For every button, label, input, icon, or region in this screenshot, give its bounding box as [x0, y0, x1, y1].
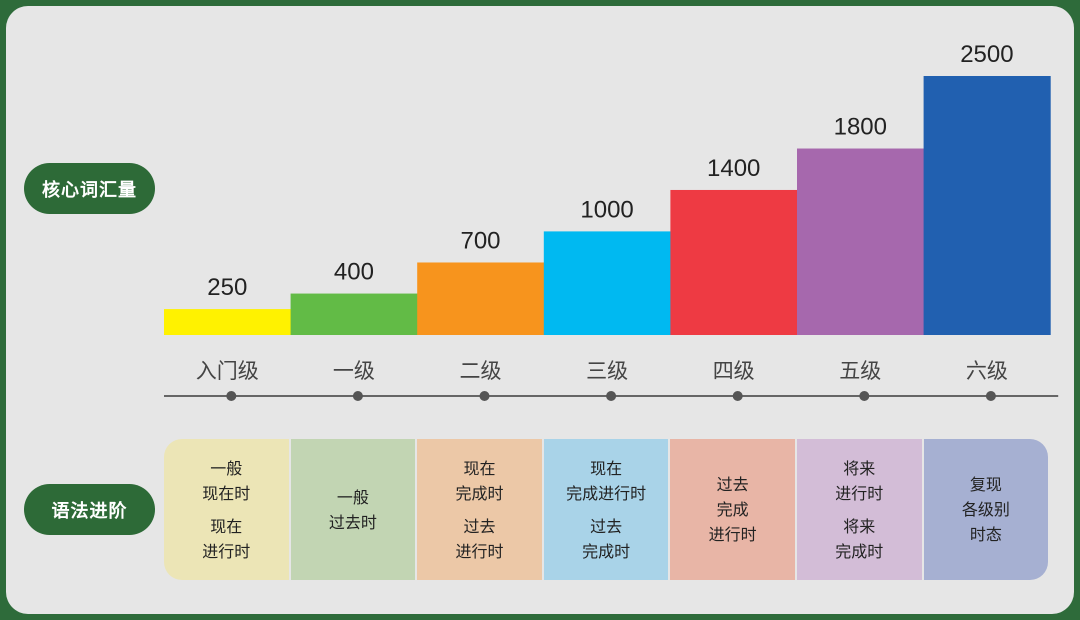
grammar-text: 现在时 — [202, 483, 251, 503]
category-label: 入门级 — [196, 359, 259, 383]
grammar-text: 过去 — [590, 516, 623, 536]
grammar-text: 将来 — [843, 516, 876, 536]
grammar-text: 进行时 — [708, 525, 757, 544]
timeline-dot — [985, 391, 996, 401]
grammar-group: 现在 进行时 — [202, 514, 250, 564]
grammar-cell: 过去 完成 进行时 — [670, 439, 795, 580]
bar-value-label: 700 — [460, 227, 500, 254]
bar-value-label: 250 — [207, 274, 247, 301]
grammar-cell: 复现 各级别 时态 — [923, 439, 1049, 580]
grammar-text: 时态 — [969, 525, 1002, 544]
bar — [543, 231, 671, 335]
timeline-dot — [226, 391, 237, 401]
timeline-dot — [732, 391, 743, 401]
grammar-text: 进行时 — [202, 541, 251, 561]
category-label: 三级 — [586, 359, 628, 383]
grammar-cell: 现在完成进行时过去完成时 — [543, 439, 669, 580]
vocab-bar-chart: 250 入门级 400 一级 700 二级 1000 三级 1400 四级 1800 五级 2500 六级 — [164, 41, 1059, 401]
bar — [417, 262, 545, 335]
grammar-text: 将来 — [843, 458, 876, 478]
grammar-text: 现在 — [210, 516, 243, 536]
grammar-text: 进行时 — [835, 483, 884, 503]
category-label: 五级 — [839, 359, 881, 383]
grammar-group: 一般 过去时 — [329, 485, 377, 535]
grammar-cell: 将来 进行时 将来 完成时 — [797, 439, 922, 580]
grammar-cell: 一般 过去时 — [290, 439, 416, 580]
grammar-cell: 一般现在时现在进行时 — [164, 439, 289, 580]
grammar-group: 将来 完成时 — [835, 514, 883, 564]
grammar-text: 复现 — [969, 475, 1002, 494]
grammar-group: 过去 完成时 — [582, 514, 630, 564]
timeline-dot — [859, 391, 870, 401]
grammar-group: 现在 完成时 — [455, 456, 503, 506]
grammar-row: 一般 现在时 现在 进行时 一般 过去时 现在 完成时 过去 进行时 现在 完成进行时 过去 完成时 过去完… — [164, 439, 1050, 580]
grammar-group: 复现 各级别 时态 — [962, 472, 1010, 547]
grammar-text: 一般 — [336, 487, 369, 507]
timeline-dot — [352, 391, 363, 401]
grammar-text: 完成进行时 — [566, 483, 647, 503]
category-label: 四级 — [713, 359, 755, 383]
category-label: 六级 — [966, 359, 1008, 383]
timeline-dot — [479, 391, 490, 401]
grammar-text: 进行时 — [455, 541, 504, 561]
vocab-label: 核心词汇量 — [24, 163, 155, 214]
grammar-text: 过去时 — [328, 512, 377, 532]
timeline-dot — [606, 391, 617, 401]
bar-value-label: 400 — [334, 259, 374, 286]
category-label: 二级 — [460, 359, 502, 383]
grammar-group: 现在 完成进行时 — [566, 456, 646, 506]
bar — [797, 148, 925, 335]
grammar-text: 完成时 — [582, 541, 631, 561]
grammar-label: 语法进阶 — [24, 484, 155, 535]
bar-value-label: 1800 — [834, 114, 887, 141]
main-panel: 核心词汇量 语法进阶 250 入门级 400 一级 700 二级 1000 三级 1400 四级 1… — [6, 6, 1074, 614]
bar-value-label: 2500 — [960, 41, 1013, 68]
grammar-text: 完成时 — [835, 541, 884, 561]
grammar-cell: 现在完成时过去进行时 — [417, 439, 542, 580]
bar — [290, 293, 418, 335]
grammar-text: 过去 — [716, 475, 749, 494]
grammar-text: 各级别 — [961, 500, 1010, 519]
grammar-text: 现在 — [463, 458, 496, 478]
grammar-group: 一般 现在时 — [202, 456, 250, 506]
grammar-text: 现在 — [590, 458, 623, 478]
grammar-group: 过去 进行时 — [455, 514, 503, 564]
bar-value-label: 1000 — [580, 196, 633, 223]
grammar-group: 过去 完成 进行时 — [709, 472, 757, 547]
grammar-text: 完成 — [716, 500, 749, 519]
grammar-text: 一般 — [210, 458, 243, 478]
grammar-group: 将来 进行时 — [835, 456, 883, 506]
category-label: 一级 — [333, 359, 375, 383]
grammar-text: 过去 — [463, 516, 496, 536]
bar — [164, 309, 292, 335]
grammar-text: 完成时 — [455, 483, 504, 503]
bar — [923, 76, 1051, 335]
bar-value-label: 1400 — [707, 155, 760, 182]
bar — [670, 189, 798, 335]
